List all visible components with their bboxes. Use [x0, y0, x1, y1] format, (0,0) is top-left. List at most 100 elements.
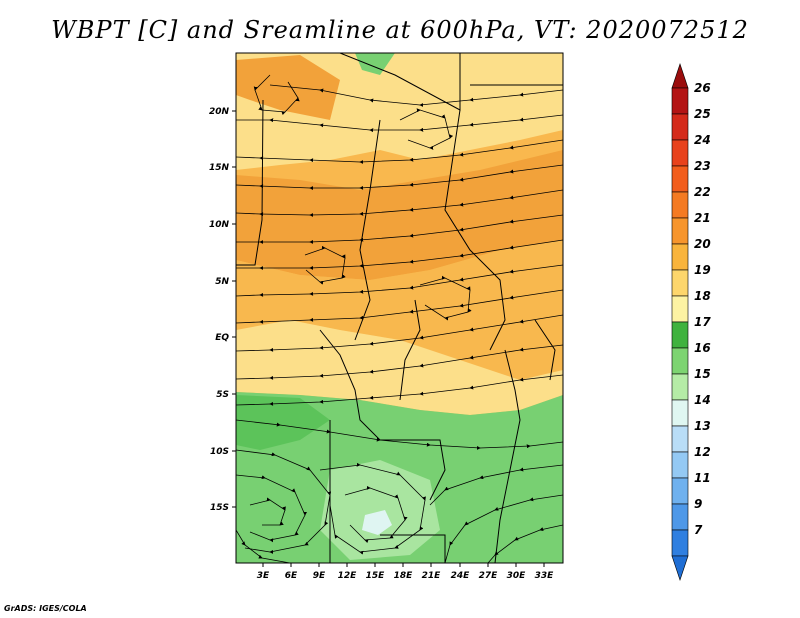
lon-label: 3E [257, 571, 270, 581]
colorbar-segment [671, 529, 689, 557]
colorbar-label: 22 [694, 185, 711, 199]
border-line [534, 319, 556, 381]
colorbar-segment [671, 295, 689, 323]
colorbar-label: 13 [694, 419, 711, 433]
streamline [344, 485, 408, 543]
border-line [236, 99, 264, 266]
country-borders [236, 53, 563, 563]
streamline [236, 374, 563, 406]
streamline [236, 419, 563, 450]
streamline [429, 464, 563, 506]
colorbar-segment [671, 191, 689, 219]
colorbar-segment [671, 347, 689, 375]
streamline [399, 108, 454, 150]
streamline [236, 114, 563, 133]
streamline [253, 74, 300, 116]
border-line [444, 109, 506, 351]
lat-label: 15N [209, 163, 230, 173]
colorbar-bottom-arrow [671, 555, 689, 581]
colorbar-top-arrow [671, 63, 689, 89]
border-line [399, 299, 421, 401]
lon-label: 12E [338, 571, 358, 581]
colorbar-segment [671, 503, 689, 531]
colorbar-segment [671, 243, 689, 271]
colorbar: 26 25 24 23 22 21 20 19 18 17 16 15 14 13 12 11 9 7 [671, 63, 711, 581]
streamline [319, 462, 426, 555]
streamline [236, 289, 563, 324]
lat-label: 10N [209, 220, 230, 230]
colorbar-label: 14 [694, 393, 711, 407]
lon-label: 9E [313, 571, 326, 581]
lon-label: 24E [451, 571, 471, 581]
lon-label: 30E [507, 571, 527, 581]
streamlines [236, 74, 563, 563]
colorbar-segment [671, 477, 689, 505]
map-plot-area [236, 53, 563, 563]
streamline [236, 139, 563, 164]
colorbar-label: 21 [694, 211, 711, 225]
border-line [339, 53, 461, 111]
streamline [236, 239, 563, 270]
colorbar-segment [671, 451, 689, 479]
colorbar-segment [671, 399, 689, 427]
lon-label: 27E [479, 571, 499, 581]
colorbar-segment [671, 113, 689, 141]
border-line [494, 349, 521, 563]
colorbar-segment [671, 321, 689, 349]
border-line [319, 329, 446, 501]
colorbar-label: 25 [694, 107, 711, 121]
lon-labels: 3E 6E 9E 12E 15E 18E 21E 24E 27E 30E 33E [257, 571, 554, 581]
lat-labels: 20N 15N 10N 5N EQ 5S 10S 15S [209, 107, 230, 513]
colorbar-label: 7 [694, 523, 703, 537]
streamline [236, 264, 563, 297]
colorbar-label: 12 [694, 445, 711, 459]
border-line [380, 534, 446, 563]
grads-credit: GrADS: IGES/COLA [4, 604, 87, 613]
lat-label: 5S [216, 390, 229, 400]
colorbar-segment [671, 269, 689, 297]
lat-label: 10S [210, 447, 229, 457]
lat-label: 5N [215, 277, 229, 287]
colorbar-segment [671, 139, 689, 167]
streamline [236, 529, 291, 563]
colorbar-label: 16 [694, 341, 711, 355]
region-northeast-green [355, 53, 395, 75]
streamline [419, 275, 472, 321]
colorbar-label: 19 [694, 263, 711, 277]
colorbar-label: 20 [694, 237, 711, 251]
map-frame [235, 52, 564, 564]
lat-label: 20N [209, 107, 230, 117]
colorbar-label: 23 [694, 159, 711, 173]
lon-label: 21E [422, 571, 442, 581]
chart-title: WBPT [C] and Sreamline at 600hPa, VT: 20… [51, 16, 749, 44]
region-south-green-dark [236, 395, 330, 450]
border-line [354, 119, 381, 341]
streamline [444, 494, 563, 563]
lon-label: 15E [366, 571, 386, 581]
streamline [269, 84, 563, 107]
lon-label: 33E [535, 571, 555, 581]
streamline [236, 474, 308, 543]
streamline [487, 524, 563, 563]
colorbar-segment [671, 373, 689, 401]
streamline [304, 245, 346, 285]
colorbar-segment [671, 165, 689, 193]
colorbar-label: 26 [694, 81, 711, 95]
colorbar-segment [671, 425, 689, 453]
lat-label: EQ [215, 333, 229, 343]
colorbar-label: 15 [694, 367, 711, 381]
lat-label: 15S [210, 503, 229, 513]
colorbar-label: 11 [694, 471, 711, 485]
lon-label: 6E [285, 571, 298, 581]
streamline [236, 214, 563, 244]
streamline [249, 497, 286, 526]
colorbar-label: 18 [694, 289, 711, 303]
lon-label: 18E [394, 571, 414, 581]
colorbar-segment [671, 217, 689, 245]
colorbar-label: 24 [694, 133, 711, 147]
streamline [236, 189, 563, 217]
colorbar-label: 9 [694, 497, 702, 511]
streamline [236, 164, 563, 191]
streamline [236, 449, 332, 554]
